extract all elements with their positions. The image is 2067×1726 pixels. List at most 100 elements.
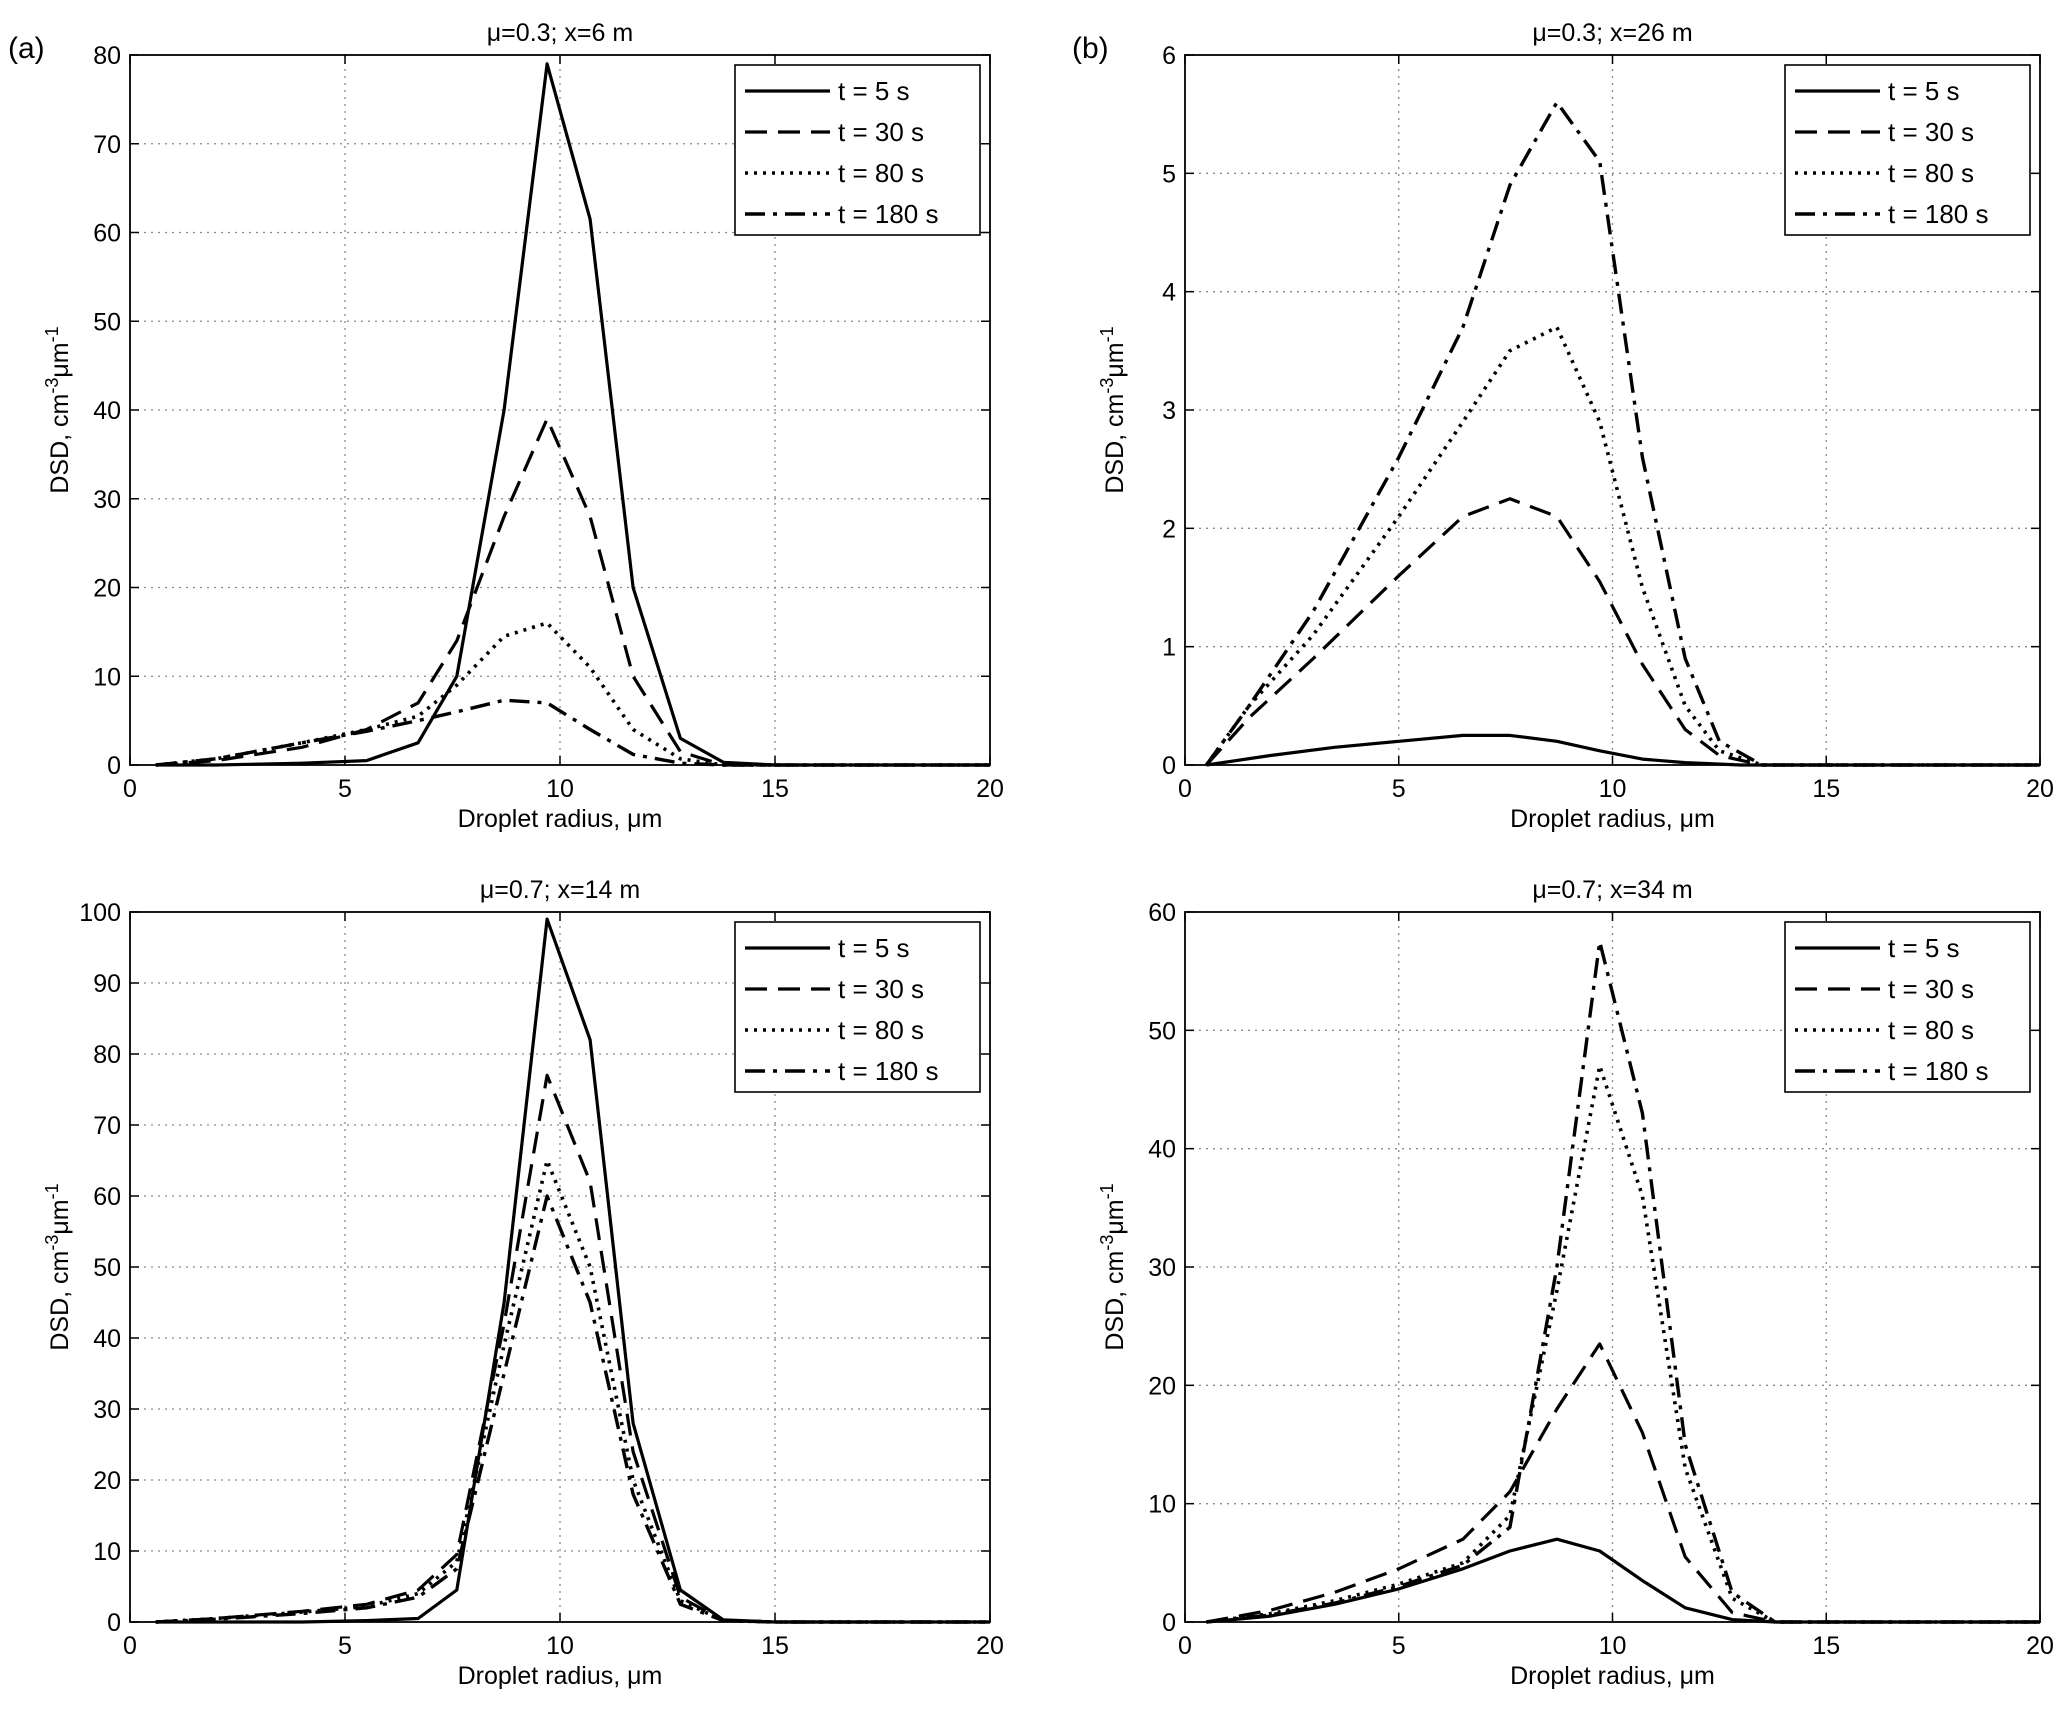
x-tick-label: 0 (123, 1632, 137, 1660)
y-axis-label: DSD, cm-3μm-1 (1097, 1183, 1129, 1350)
x-tick-label: 0 (1178, 775, 1192, 803)
y-tick-label: 0 (1162, 1609, 1176, 1637)
chart-panel-3: 0 5 10 15 20 0 10 20 30 40 50 60 70 80 90 100 μ=0.7; x=1… (42, 876, 1004, 1690)
legend-box (734, 921, 981, 1093)
series-line-1 (155, 62, 990, 767)
series-line-3 (155, 1158, 990, 1624)
x-tick-label: 20 (976, 775, 1004, 803)
y-tick-label: 70 (93, 131, 121, 159)
legend-label-1: t = 5 s (838, 76, 910, 106)
x-axis-label: Droplet radius, μm (458, 1662, 663, 1690)
series-line-2 (1205, 497, 2040, 767)
chart-title: μ=0.3; x=26 m (1532, 19, 1692, 47)
y-tick-label: 10 (1148, 1491, 1176, 1519)
legend-label-4: t = 180 s (838, 199, 938, 229)
chart-title: μ=0.7; x=14 m (480, 876, 640, 904)
y-tick-label: 4 (1162, 279, 1176, 307)
legend-box (1784, 921, 2031, 1093)
y-tick-label: 5 (1162, 160, 1176, 188)
x-tick-label: 15 (1812, 1632, 1840, 1660)
legend-label-1: t = 5 s (1888, 76, 1960, 106)
chart-title: μ=0.7; x=34 m (1532, 876, 1692, 904)
legend-label-3: t = 80 s (1888, 1015, 1974, 1045)
x-tick-label: 0 (1178, 1632, 1192, 1660)
series-line-4 (155, 1194, 990, 1624)
y-tick-label: 40 (93, 397, 121, 425)
axes-frame (129, 54, 991, 766)
axes-frame (129, 911, 991, 1623)
axes-frame (1184, 54, 2041, 766)
legend-label-2: t = 30 s (1888, 117, 1974, 147)
x-axis-label: Droplet radius, μm (1510, 1662, 1715, 1690)
y-tick-label: 20 (93, 1467, 121, 1495)
x-tick-label: 15 (761, 775, 789, 803)
chart-panel-4: 0 5 10 15 20 0 10 20 30 40 50 60 μ=0.7; x=34 m Drople… (1097, 876, 2054, 1690)
y-tick-label: 10 (93, 1538, 121, 1566)
y-tick-label: 80 (93, 42, 121, 70)
legend: t = 5 s t = 30 s t = 80 s t = 180 s (734, 64, 981, 236)
x-tick-label: 20 (2026, 1632, 2054, 1660)
x-tick-label: 5 (1392, 775, 1406, 803)
y-tick-label: 30 (1148, 1254, 1176, 1282)
y-tick-label: 1 (1162, 634, 1176, 662)
series-line-4 (1206, 939, 2040, 1624)
x-tick-label: 10 (1599, 1632, 1627, 1660)
x-tick-label: 15 (1812, 775, 1840, 803)
legend-label-1: t = 5 s (1888, 933, 1960, 963)
series-line-2 (1206, 1342, 2040, 1624)
legend-label-3: t = 80 s (838, 1015, 924, 1045)
legend-label-4: t = 180 s (838, 1056, 938, 1086)
y-tick-label: 80 (93, 1041, 121, 1069)
y-tick-label: 10 (93, 663, 121, 691)
x-tick-label: 20 (2026, 775, 2054, 803)
y-axis-label: DSD, cm-3μm-1 (1097, 326, 1129, 493)
x-tick-label: 15 (761, 1632, 789, 1660)
legend-label-4: t = 180 s (1888, 1056, 1988, 1086)
legend-label-4: t = 180 s (1888, 199, 1988, 229)
legend-label-2: t = 30 s (1888, 974, 1974, 1004)
x-axis-label: Droplet radius, μm (1510, 805, 1715, 833)
legend-label-2: t = 30 s (838, 974, 924, 1004)
legend-label-2: t = 30 s (838, 117, 924, 147)
y-tick-label: 0 (107, 752, 121, 780)
series-line-2 (155, 417, 990, 767)
legend-label-1: t = 5 s (838, 933, 910, 963)
x-tick-label: 5 (338, 775, 352, 803)
x-tick-label: 5 (338, 1632, 352, 1660)
y-tick-label: 40 (1148, 1136, 1176, 1164)
y-tick-label: 60 (93, 1183, 121, 1211)
x-tick-label: 20 (976, 1632, 1004, 1660)
panel-label-b: (b) (1072, 32, 1109, 65)
y-tick-label: 2 (1162, 515, 1176, 543)
series-line-4 (155, 698, 990, 767)
x-tick-label: 0 (123, 775, 137, 803)
series-line-3 (1206, 1064, 2040, 1624)
y-tick-label: 6 (1162, 42, 1176, 70)
y-axis-label: DSD, cm-3μm-1 (42, 1183, 74, 1350)
y-tick-label: 40 (93, 1325, 121, 1353)
x-axis-label: Droplet radius, μm (458, 805, 663, 833)
y-tick-label: 0 (1162, 752, 1176, 780)
y-tick-label: 50 (93, 308, 121, 336)
y-tick-label: 60 (93, 220, 121, 248)
y-tick-label: 70 (93, 1112, 121, 1140)
chart-panel-2: 0 5 10 15 20 0 1 2 3 4 5 6 μ=0.3; x=26 m Droplet radi… (1097, 19, 2054, 833)
panel-label-a: (a) (8, 32, 45, 65)
y-tick-label: 30 (93, 1396, 121, 1424)
y-axis-label: DSD, cm-3μm-1 (42, 326, 74, 493)
chart-panel-1: 0 5 10 15 20 0 10 20 30 40 50 60 70 80 μ=0.3; x=6 m Dro… (42, 19, 1004, 833)
legend: t = 5 s t = 30 s t = 80 s t = 180 s (734, 921, 981, 1093)
y-tick-label: 20 (1148, 1372, 1176, 1400)
legend-label-3: t = 80 s (838, 158, 924, 188)
y-tick-label: 0 (107, 1609, 121, 1637)
axes-frame (1184, 911, 2041, 1623)
legend: t = 5 s t = 30 s t = 80 s t = 180 s (1784, 921, 2031, 1093)
y-tick-label: 60 (1148, 899, 1176, 927)
series-line-3 (155, 621, 990, 767)
y-tick-label: 100 (79, 899, 121, 927)
legend-box (734, 64, 981, 236)
legend: t = 5 s t = 30 s t = 80 s t = 180 s (1784, 64, 2031, 236)
legend-label-3: t = 80 s (1888, 158, 1974, 188)
x-tick-label: 10 (1599, 775, 1627, 803)
x-tick-label: 10 (546, 775, 574, 803)
